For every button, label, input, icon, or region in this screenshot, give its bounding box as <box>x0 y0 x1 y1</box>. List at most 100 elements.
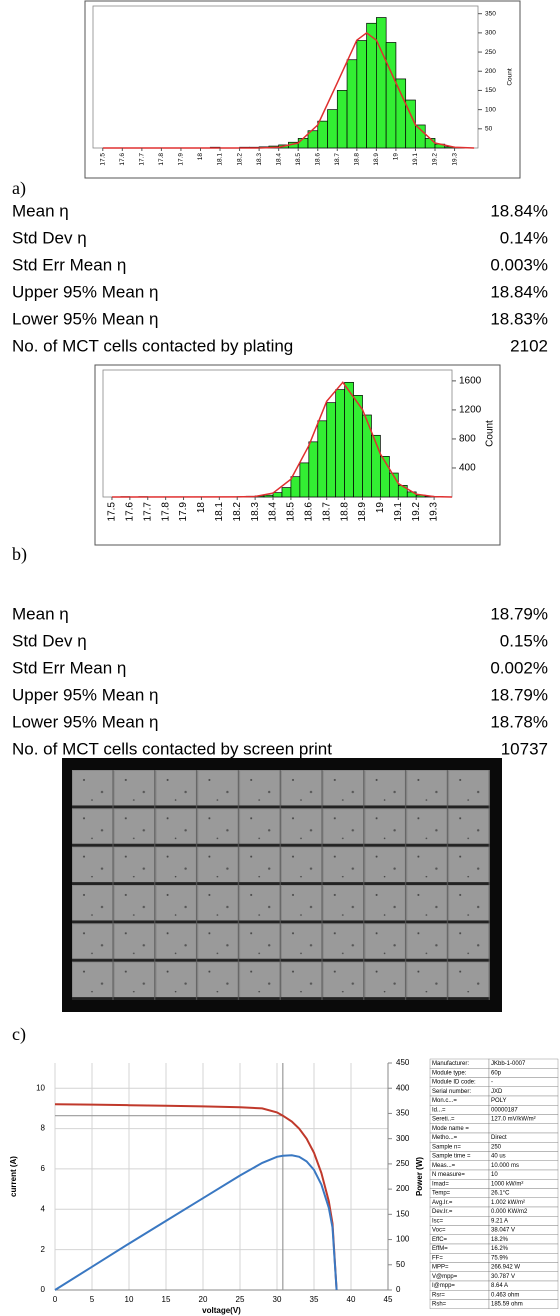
bar <box>297 138 309 149</box>
x-tick-label: 18.8 <box>339 502 350 522</box>
table-label: FF= <box>432 1255 443 1261</box>
table-label: Isc= <box>432 1218 444 1224</box>
y-tick-label: 10 <box>36 1083 45 1092</box>
x-tick-label: 40 <box>347 1295 356 1304</box>
table-value: 30.787 V <box>491 1274 515 1280</box>
y2-tick-label: 0 <box>396 1285 401 1294</box>
x-tick-label: 19.3 <box>429 502 440 522</box>
x-tick-label: 18.4 <box>268 502 279 522</box>
bar <box>395 78 407 149</box>
table-label: Imad= <box>432 1181 449 1187</box>
y-tick-label: 250 <box>485 49 496 56</box>
y2-tick-label: 150 <box>396 1209 410 1218</box>
stat-value: 2102 <box>510 336 548 355</box>
y-tick-label: 1600 <box>459 376 482 387</box>
x-tick-label: 19.1 <box>412 153 419 166</box>
table-label: Avg.Ir.= <box>432 1200 453 1206</box>
x-tick-label: 18.4 <box>275 153 282 166</box>
table-value: 60p <box>491 1070 502 1076</box>
x-tick-label: 30 <box>273 1295 282 1304</box>
table-value: 75.9% <box>491 1255 509 1261</box>
table-value: 16.2% <box>491 1246 509 1252</box>
y-tick-label: 0 <box>41 1285 46 1294</box>
y-tick-label: 300 <box>485 30 496 37</box>
y2-tick-label: 250 <box>396 1159 410 1168</box>
x-tick-label: 19.2 <box>432 153 439 166</box>
series-line <box>54 1154 338 1291</box>
y-axis-title: current (A) <box>9 1156 18 1197</box>
x-tick-label: 18.1 <box>214 502 225 522</box>
table-value: 18.2% <box>491 1237 509 1243</box>
x-tick-label: 19 <box>393 153 400 161</box>
table-label: Temp= <box>432 1191 451 1197</box>
y2-tick-label: 450 <box>396 1058 410 1067</box>
table-value: 8.64 A <box>491 1283 508 1289</box>
x-tick-label: 18.7 <box>334 153 341 166</box>
table-value: 38.047 V <box>491 1228 515 1234</box>
bar <box>415 124 426 149</box>
table-value: 1000 kW/m² <box>491 1181 523 1187</box>
table-label: EffC= <box>432 1237 448 1243</box>
y-tick-label: 400 <box>459 463 476 474</box>
y-tick-label: 6 <box>41 1164 46 1173</box>
x-tick-label: 18.3 <box>250 502 261 522</box>
x-tick-label: 17.9 <box>178 153 185 166</box>
fit-curve <box>102 31 475 149</box>
stat-value: 0.002% <box>490 658 548 677</box>
stat-value: 0.003% <box>490 255 548 274</box>
y2-tick-label: 400 <box>396 1083 410 1092</box>
el-cells <box>72 770 490 1000</box>
panel-label: a) <box>12 178 26 199</box>
bar <box>263 494 274 498</box>
y-axis-title: Count <box>485 420 496 447</box>
stat-value: 18.78% <box>490 712 548 731</box>
figure-border <box>84 0 521 179</box>
bar <box>353 395 363 498</box>
table-label: Dev.Ir.= <box>432 1209 453 1215</box>
x-tick-label: 19.3 <box>451 153 458 166</box>
stat-label: Upper 95% Mean η <box>12 282 158 301</box>
stat-value: 18.84% <box>490 282 548 301</box>
table-label: Serial number: <box>432 1089 471 1095</box>
bar <box>376 17 387 149</box>
y2-tick-label: 300 <box>396 1134 410 1143</box>
y2-tick-label: 100 <box>396 1235 410 1244</box>
table-value: 266.942 W <box>491 1265 520 1271</box>
y-tick-label: 4 <box>41 1204 46 1213</box>
table-label: MPP= <box>432 1265 449 1271</box>
bar <box>317 120 328 149</box>
x-tick-label: 15 <box>162 1295 171 1304</box>
table-cell <box>488 1123 559 1134</box>
bar <box>335 389 345 498</box>
bar <box>299 462 310 498</box>
x-tick-label: 19.1 <box>393 502 404 522</box>
bar <box>336 90 348 149</box>
bar <box>356 40 367 149</box>
x-tick-label: 25 <box>236 1295 245 1304</box>
stat-label: Lower 95% Mean η <box>12 712 158 731</box>
bar <box>344 381 354 498</box>
x-tick-label: 17.6 <box>119 153 126 166</box>
stat-value: 18.79% <box>490 604 548 623</box>
bar <box>290 476 301 498</box>
table-label: Sample time = <box>432 1154 471 1160</box>
table-value: 40 us <box>491 1154 506 1160</box>
table-value: 9.21 A <box>491 1218 508 1224</box>
x-tick-label: 17.6 <box>124 502 135 522</box>
stat-label: Lower 95% Mean η <box>12 309 158 328</box>
x-tick-label: 18.5 <box>295 153 302 166</box>
x-tick-label: 18.9 <box>357 502 368 522</box>
bar <box>272 492 283 498</box>
y2-axis-title: Power (W) <box>415 1157 424 1196</box>
y-tick-label: 8 <box>41 1124 46 1133</box>
x-tick-label: 18.1 <box>217 153 224 166</box>
x-tick-label: 18.8 <box>354 153 361 166</box>
x-tick-label: 18 <box>196 502 207 514</box>
table-value: 185.59 ohm <box>491 1302 523 1308</box>
x-tick-label: 5 <box>90 1295 95 1304</box>
stat-label: Upper 95% Mean η <box>12 685 158 704</box>
y-tick-label: 50 <box>485 126 493 133</box>
y-tick-label: 800 <box>459 434 476 445</box>
table-label: Metho...= <box>432 1135 458 1141</box>
